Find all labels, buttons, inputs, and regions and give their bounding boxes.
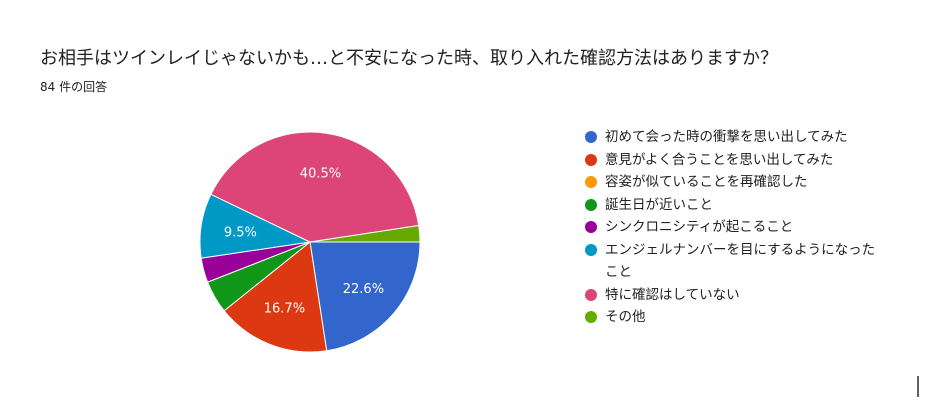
legend-label: 容姿が似ていることを再確認した	[605, 174, 808, 190]
legend-label: その他	[605, 309, 646, 325]
legend-swatch-icon	[585, 176, 597, 188]
legend-item-7[interactable]: その他	[585, 306, 885, 329]
pie-chart: 22.6% 16.7% 9.5% 40.5%	[199, 131, 421, 353]
legend-swatch-icon	[585, 131, 597, 143]
legend-item-5[interactable]: エンジェルナンバーを目にするようになったこと	[585, 239, 885, 284]
pie-slice-7[interactable]	[309, 224, 421, 243]
legend-label: 意見がよく合うことを思い出してみた	[605, 151, 834, 168]
legend-swatch-icon	[585, 243, 597, 256]
legend-label: エンジェルナンバーを目にするようになったこと	[605, 241, 876, 281]
legend-swatch-icon	[585, 288, 597, 301]
legend-swatch-icon	[585, 221, 597, 233]
legend-label: 初めて会った時の衝撃を思い出してみた	[605, 129, 848, 145]
legend-label: 特に確認はしていない	[605, 286, 740, 303]
legend-item-3[interactable]: 誕生日が近いこと	[585, 194, 885, 217]
pie-data-label-1: 16.7%	[264, 302, 305, 317]
chart-title: お相手はツインレイじゃないかも…と不安になった時、取り入れた確認方法はありますか…	[40, 48, 778, 69]
legend-item-1[interactable]: 意見がよく合うことを思い出してみた	[585, 149, 885, 172]
legend-item-4[interactable]: シンクロニシティが起こること	[585, 216, 885, 239]
response-count: 84 件の回答	[40, 80, 108, 94]
pie-slice-0[interactable]	[309, 241, 421, 352]
pie-slice-6[interactable]	[210, 131, 420, 243]
pie-data-label-0: 22.6%	[343, 282, 384, 297]
pie-data-label-5: 9.5%	[224, 225, 257, 240]
legend-item-6[interactable]: 特に確認はしていない	[585, 284, 885, 307]
text-cursor-icon	[917, 376, 919, 397]
chart-legend: 初めて会った時の衝撃を思い出してみた 意見がよく合うことを思い出してみた 容姿が似て…	[585, 126, 885, 329]
legend-swatch-icon	[585, 153, 597, 166]
legend-item-0[interactable]: 初めて会った時の衝撃を思い出してみた	[585, 126, 885, 149]
legend-label: シンクロニシティが起こること	[605, 219, 794, 235]
legend-swatch-icon	[585, 198, 597, 211]
legend-label: 誕生日が近いこと	[605, 196, 713, 213]
pie-data-label-6: 40.5%	[300, 166, 341, 181]
legend-item-2[interactable]: 容姿が似ていることを再確認した	[585, 171, 885, 194]
legend-swatch-icon	[585, 311, 597, 323]
pie-slice-1[interactable]	[223, 241, 328, 353]
